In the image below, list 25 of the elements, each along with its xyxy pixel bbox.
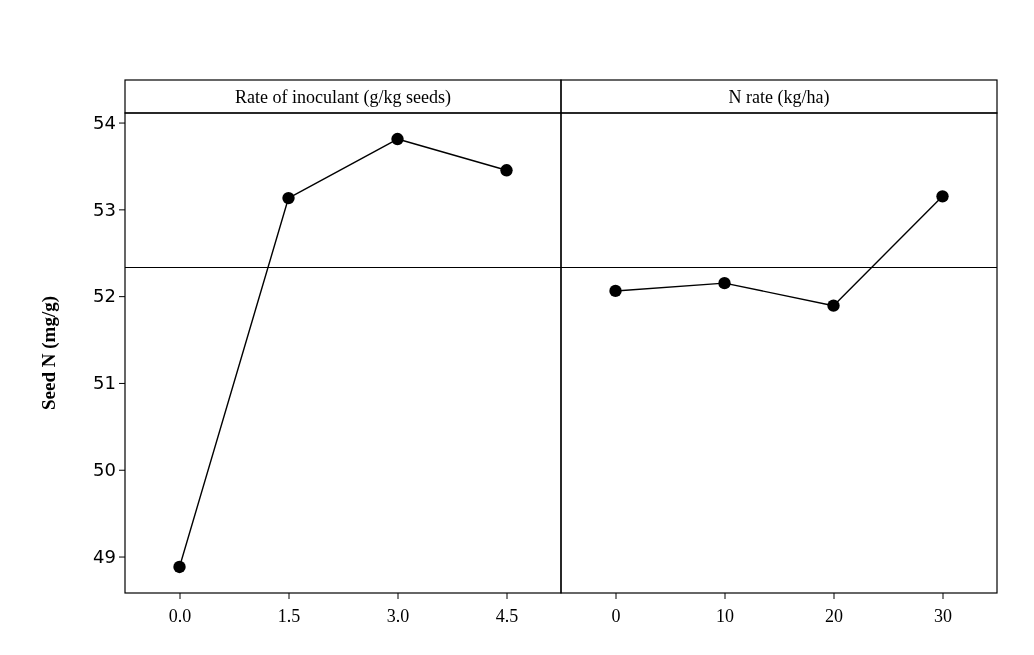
point bbox=[500, 164, 513, 177]
y-axis-title: Seed N (mg/g) bbox=[38, 296, 60, 410]
point bbox=[391, 132, 404, 146]
chart-title: Rate of inoculant (g/kg seeds) bbox=[235, 86, 451, 108]
y-tick-label: 53 bbox=[93, 198, 116, 220]
point bbox=[282, 191, 295, 205]
x-tick-label: 20 bbox=[825, 605, 843, 626]
x-tick-label: 1.5 bbox=[277, 605, 301, 626]
x-tick-label: 30 bbox=[934, 605, 952, 626]
point bbox=[827, 299, 840, 312]
point bbox=[936, 190, 949, 203]
x-tick-label: 3.0 bbox=[386, 605, 410, 626]
y-tick-label: 54 bbox=[93, 111, 116, 133]
y-tick-label: 52 bbox=[93, 285, 116, 307]
x-tick-label: 10 bbox=[716, 605, 734, 626]
x-tick-label: 4.5 bbox=[495, 605, 519, 626]
x-tick-label: 0 bbox=[611, 605, 621, 626]
point bbox=[718, 276, 731, 290]
y-tick-label: 51 bbox=[93, 372, 116, 394]
x-tick-label: 0.0 bbox=[168, 605, 192, 626]
chart-title: N rate (kg/ha) bbox=[728, 86, 830, 108]
point bbox=[609, 284, 622, 298]
y-tick-label: 50 bbox=[93, 459, 116, 481]
y-tick-label: 49 bbox=[93, 545, 116, 567]
point bbox=[173, 560, 186, 574]
